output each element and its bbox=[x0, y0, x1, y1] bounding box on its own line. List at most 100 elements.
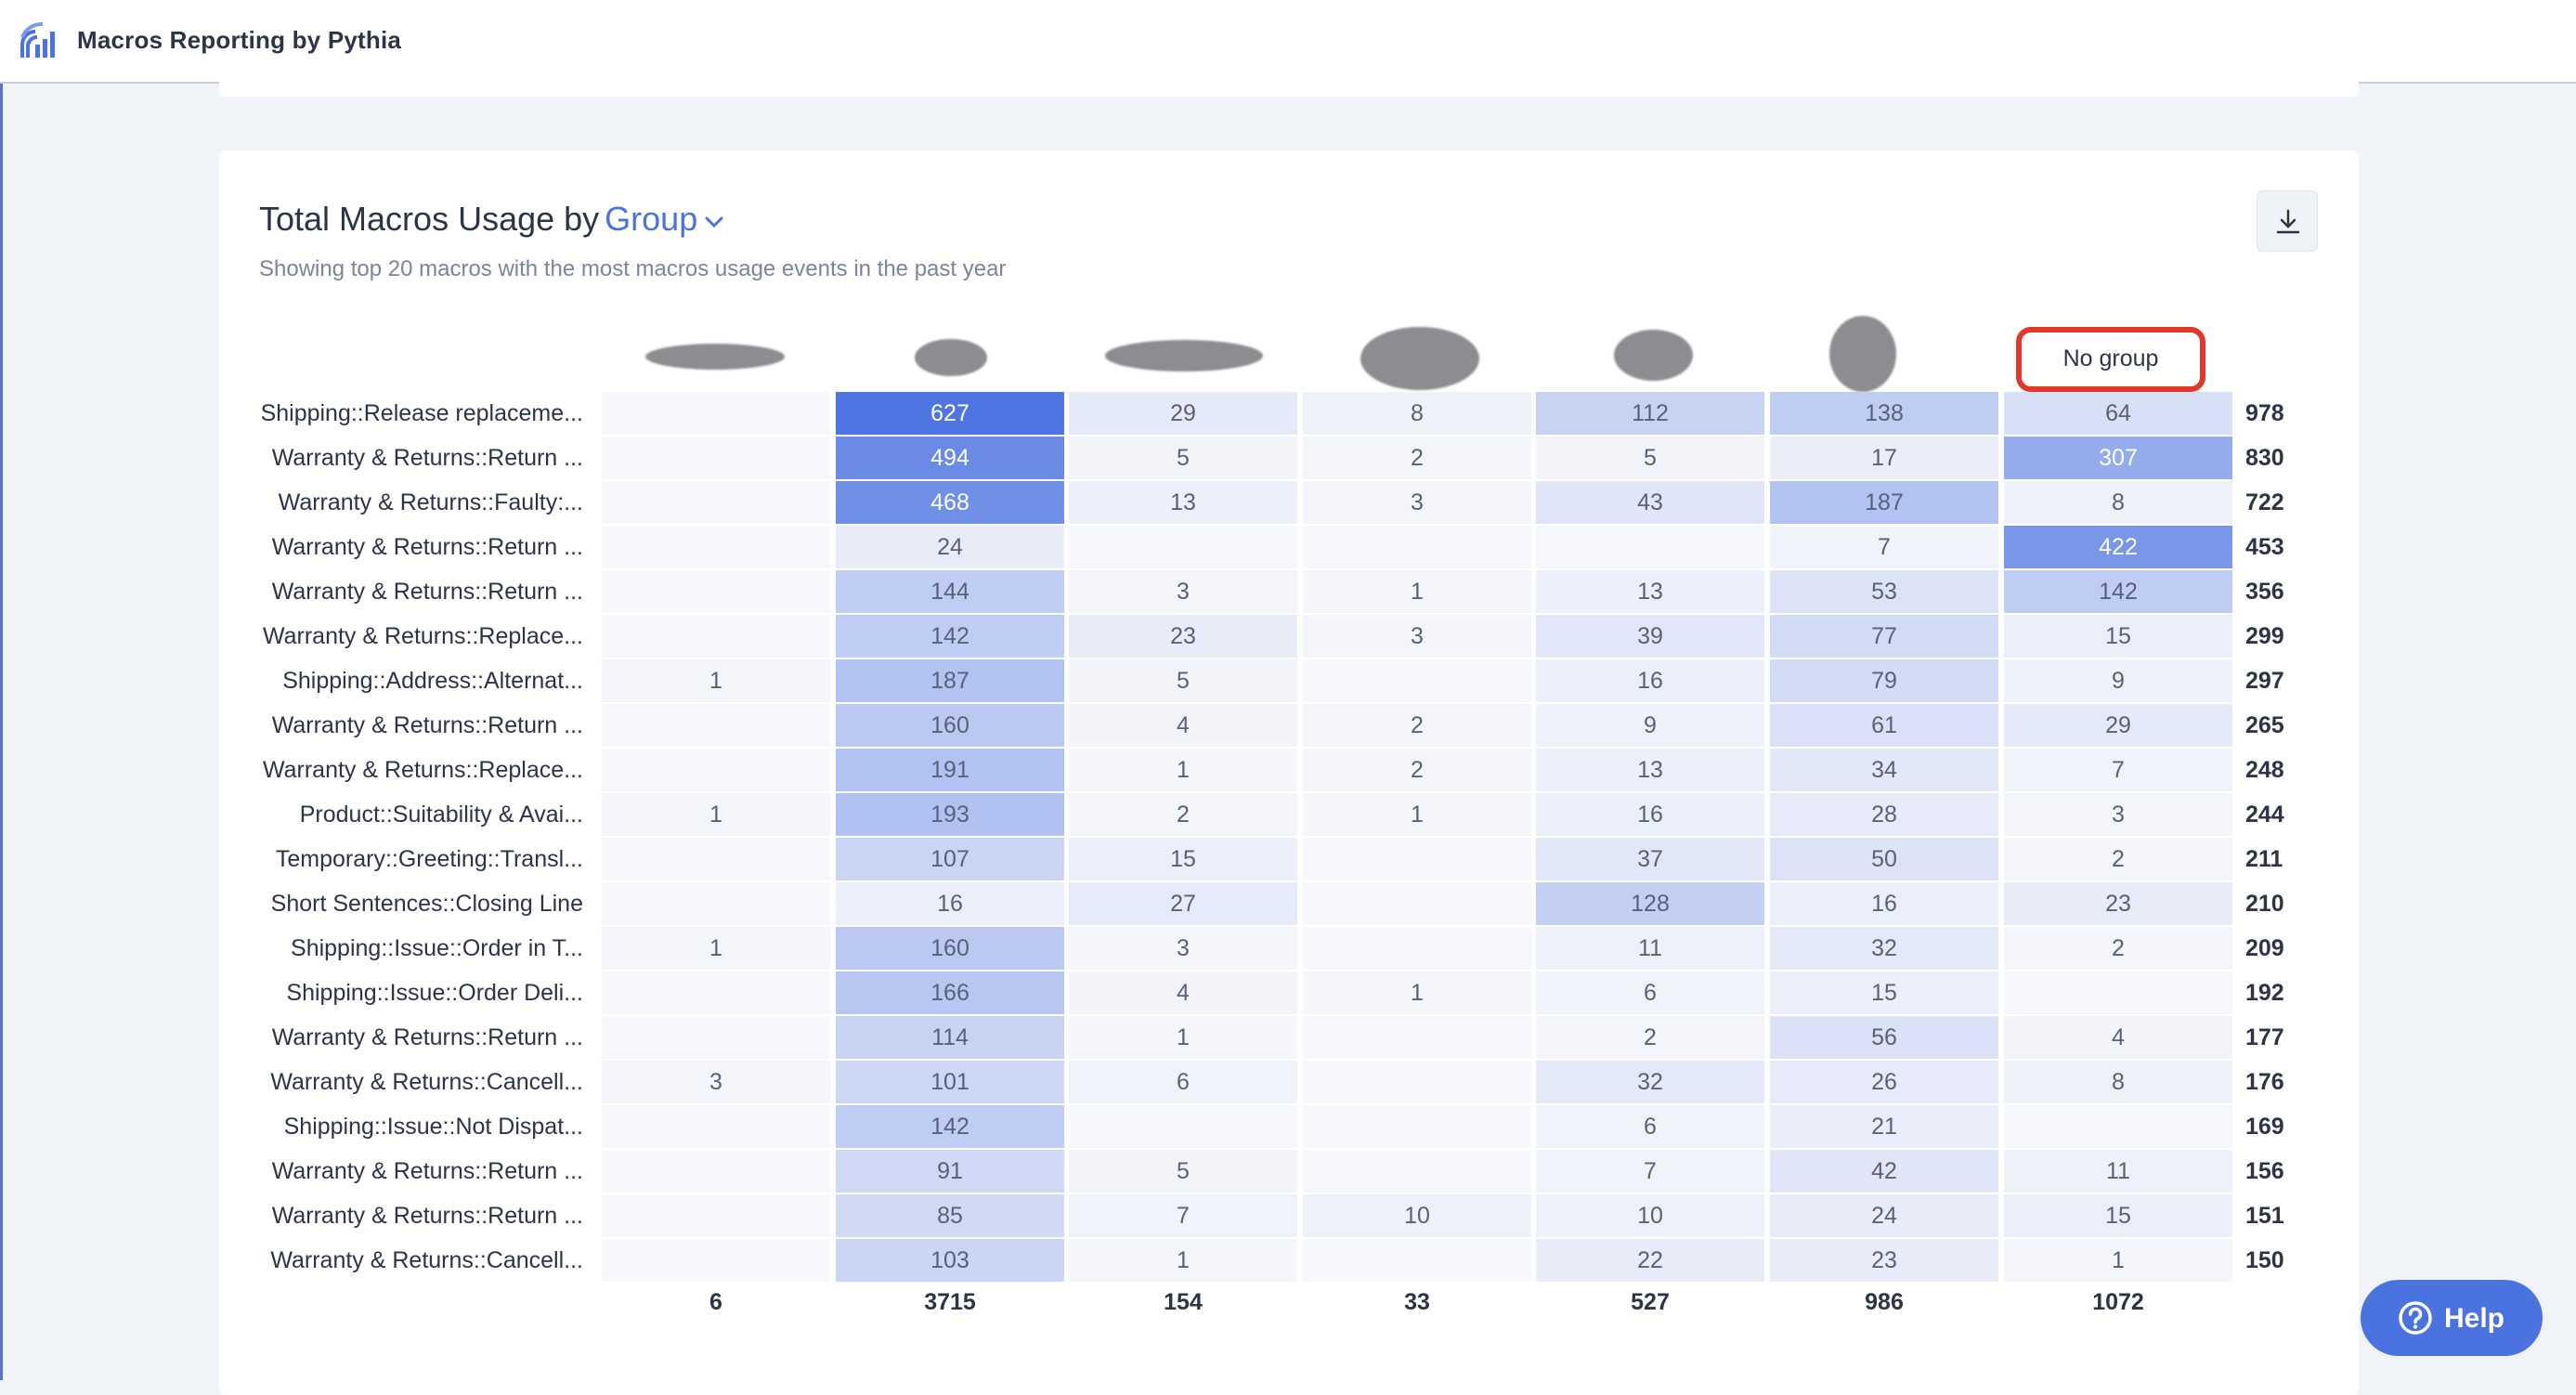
heatmap-cell[interactable]: 1 bbox=[1303, 793, 1531, 836]
heatmap-cell[interactable]: 9 bbox=[1536, 704, 1764, 747]
heatmap-cell[interactable]: 5 bbox=[1069, 437, 1297, 479]
heatmap-cell[interactable]: 1 bbox=[602, 793, 830, 836]
heatmap-cell[interactable]: 142 bbox=[836, 1105, 1064, 1148]
heatmap-cell[interactable]: 7 bbox=[1536, 1150, 1764, 1193]
heatmap-cell[interactable]: 15 bbox=[1069, 838, 1297, 880]
heatmap-cell[interactable]: 6 bbox=[1536, 1105, 1764, 1148]
heatmap-cell[interactable]: 77 bbox=[1770, 615, 1998, 658]
heatmap-cell[interactable]: 9 bbox=[2004, 659, 2232, 702]
heatmap-cell[interactable] bbox=[602, 570, 830, 613]
heatmap-cell[interactable]: 3 bbox=[1069, 927, 1297, 970]
heatmap-cell[interactable]: 5 bbox=[1536, 437, 1764, 479]
heatmap-cell[interactable]: 27 bbox=[1069, 882, 1297, 925]
heatmap-cell[interactable]: 13 bbox=[1536, 749, 1764, 791]
heatmap-cell[interactable] bbox=[602, 882, 830, 925]
heatmap-cell[interactable] bbox=[602, 526, 830, 568]
heatmap-cell[interactable] bbox=[1303, 882, 1531, 925]
heatmap-cell[interactable]: 3 bbox=[2004, 793, 2232, 836]
heatmap-cell[interactable]: 3 bbox=[602, 1061, 830, 1103]
heatmap-cell[interactable]: 3 bbox=[1069, 570, 1297, 613]
heatmap-cell[interactable]: 22 bbox=[1536, 1239, 1764, 1282]
heatmap-cell[interactable]: 26 bbox=[1770, 1061, 1998, 1103]
heatmap-cell[interactable]: 11 bbox=[1536, 927, 1764, 970]
group-selector[interactable]: Group bbox=[605, 200, 698, 238]
heatmap-cell[interactable] bbox=[602, 1016, 830, 1059]
heatmap-cell[interactable] bbox=[1303, 659, 1531, 702]
heatmap-cell[interactable]: 8 bbox=[2004, 481, 2232, 524]
heatmap-cell[interactable]: 13 bbox=[1069, 481, 1297, 524]
heatmap-cell[interactable]: 1 bbox=[1069, 1239, 1297, 1282]
heatmap-cell[interactable] bbox=[602, 1194, 830, 1237]
heatmap-cell[interactable]: 107 bbox=[836, 838, 1064, 880]
heatmap-cell[interactable]: 29 bbox=[1069, 392, 1297, 435]
chevron-down-icon[interactable] bbox=[702, 210, 726, 234]
heatmap-cell[interactable]: 191 bbox=[836, 749, 1064, 791]
heatmap-cell[interactable] bbox=[602, 1239, 830, 1282]
heatmap-cell[interactable]: 15 bbox=[2004, 1194, 2232, 1237]
heatmap-cell[interactable] bbox=[2004, 1105, 2232, 1148]
heatmap-cell[interactable]: 138 bbox=[1770, 392, 1998, 435]
heatmap-cell[interactable]: 91 bbox=[836, 1150, 1064, 1193]
heatmap-cell[interactable]: 4 bbox=[1069, 971, 1297, 1014]
heatmap-cell[interactable]: 85 bbox=[836, 1194, 1064, 1237]
heatmap-cell[interactable]: 4 bbox=[2004, 1016, 2232, 1059]
heatmap-cell[interactable]: 101 bbox=[836, 1061, 1064, 1103]
heatmap-cell[interactable] bbox=[602, 392, 830, 435]
heatmap-cell[interactable] bbox=[602, 971, 830, 1014]
heatmap-cell[interactable]: 23 bbox=[1069, 615, 1297, 658]
heatmap-cell[interactable]: 1 bbox=[1303, 971, 1531, 1014]
heatmap-cell[interactable]: 24 bbox=[1770, 1194, 1998, 1237]
heatmap-cell[interactable] bbox=[1069, 1105, 1297, 1148]
heatmap-cell[interactable]: 1 bbox=[1069, 1016, 1297, 1059]
heatmap-cell[interactable]: 11 bbox=[2004, 1150, 2232, 1193]
heatmap-cell[interactable]: 128 bbox=[1536, 882, 1764, 925]
heatmap-cell[interactable]: 1 bbox=[602, 659, 830, 702]
heatmap-cell[interactable] bbox=[1303, 927, 1531, 970]
heatmap-cell[interactable]: 627 bbox=[836, 392, 1064, 435]
heatmap-cell[interactable]: 3 bbox=[1303, 615, 1531, 658]
heatmap-cell[interactable]: 187 bbox=[836, 659, 1064, 702]
heatmap-cell[interactable]: 23 bbox=[1770, 1239, 1998, 1282]
heatmap-cell[interactable]: 21 bbox=[1770, 1105, 1998, 1148]
heatmap-cell[interactable]: 42 bbox=[1770, 1150, 1998, 1193]
heatmap-cell[interactable]: 307 bbox=[2004, 437, 2232, 479]
heatmap-cell[interactable]: 16 bbox=[1770, 882, 1998, 925]
heatmap-cell[interactable]: 112 bbox=[1536, 392, 1764, 435]
heatmap-cell[interactable]: 2 bbox=[1536, 1016, 1764, 1059]
heatmap-cell[interactable]: 2 bbox=[1303, 437, 1531, 479]
heatmap-cell[interactable]: 17 bbox=[1770, 437, 1998, 479]
heatmap-cell[interactable]: 61 bbox=[1770, 704, 1998, 747]
heatmap-cell[interactable]: 5 bbox=[1069, 659, 1297, 702]
heatmap-cell[interactable]: 160 bbox=[836, 704, 1064, 747]
heatmap-cell[interactable] bbox=[602, 749, 830, 791]
heatmap-cell[interactable]: 114 bbox=[836, 1016, 1064, 1059]
heatmap-cell[interactable]: 15 bbox=[2004, 615, 2232, 658]
heatmap-cell[interactable] bbox=[602, 1105, 830, 1148]
heatmap-cell[interactable]: 15 bbox=[1770, 971, 1998, 1014]
heatmap-cell[interactable]: 160 bbox=[836, 927, 1064, 970]
heatmap-cell[interactable]: 4 bbox=[1069, 704, 1297, 747]
heatmap-cell[interactable]: 142 bbox=[2004, 570, 2232, 613]
heatmap-cell[interactable]: 39 bbox=[1536, 615, 1764, 658]
heatmap-cell[interactable]: 10 bbox=[1536, 1194, 1764, 1237]
heatmap-cell[interactable]: 43 bbox=[1536, 481, 1764, 524]
heatmap-cell[interactable] bbox=[602, 838, 830, 880]
heatmap-cell[interactable]: 144 bbox=[836, 570, 1064, 613]
heatmap-cell[interactable]: 103 bbox=[836, 1239, 1064, 1282]
heatmap-cell[interactable]: 8 bbox=[1303, 392, 1531, 435]
heatmap-cell[interactable]: 142 bbox=[836, 615, 1064, 658]
heatmap-cell[interactable] bbox=[602, 615, 830, 658]
heatmap-cell[interactable]: 28 bbox=[1770, 793, 1998, 836]
heatmap-cell[interactable]: 16 bbox=[1536, 659, 1764, 702]
heatmap-cell[interactable]: 5 bbox=[1069, 1150, 1297, 1193]
heatmap-cell[interactable]: 1 bbox=[602, 927, 830, 970]
heatmap-cell[interactable]: 34 bbox=[1770, 749, 1998, 791]
heatmap-cell[interactable]: 23 bbox=[2004, 882, 2232, 925]
heatmap-cell[interactable]: 7 bbox=[1770, 526, 1998, 568]
heatmap-cell[interactable] bbox=[1303, 526, 1531, 568]
heatmap-cell[interactable] bbox=[602, 704, 830, 747]
heatmap-cell[interactable]: 64 bbox=[2004, 392, 2232, 435]
heatmap-cell[interactable]: 1 bbox=[2004, 1239, 2232, 1282]
heatmap-cell[interactable]: 3 bbox=[1303, 481, 1531, 524]
heatmap-cell[interactable] bbox=[1303, 1016, 1531, 1059]
